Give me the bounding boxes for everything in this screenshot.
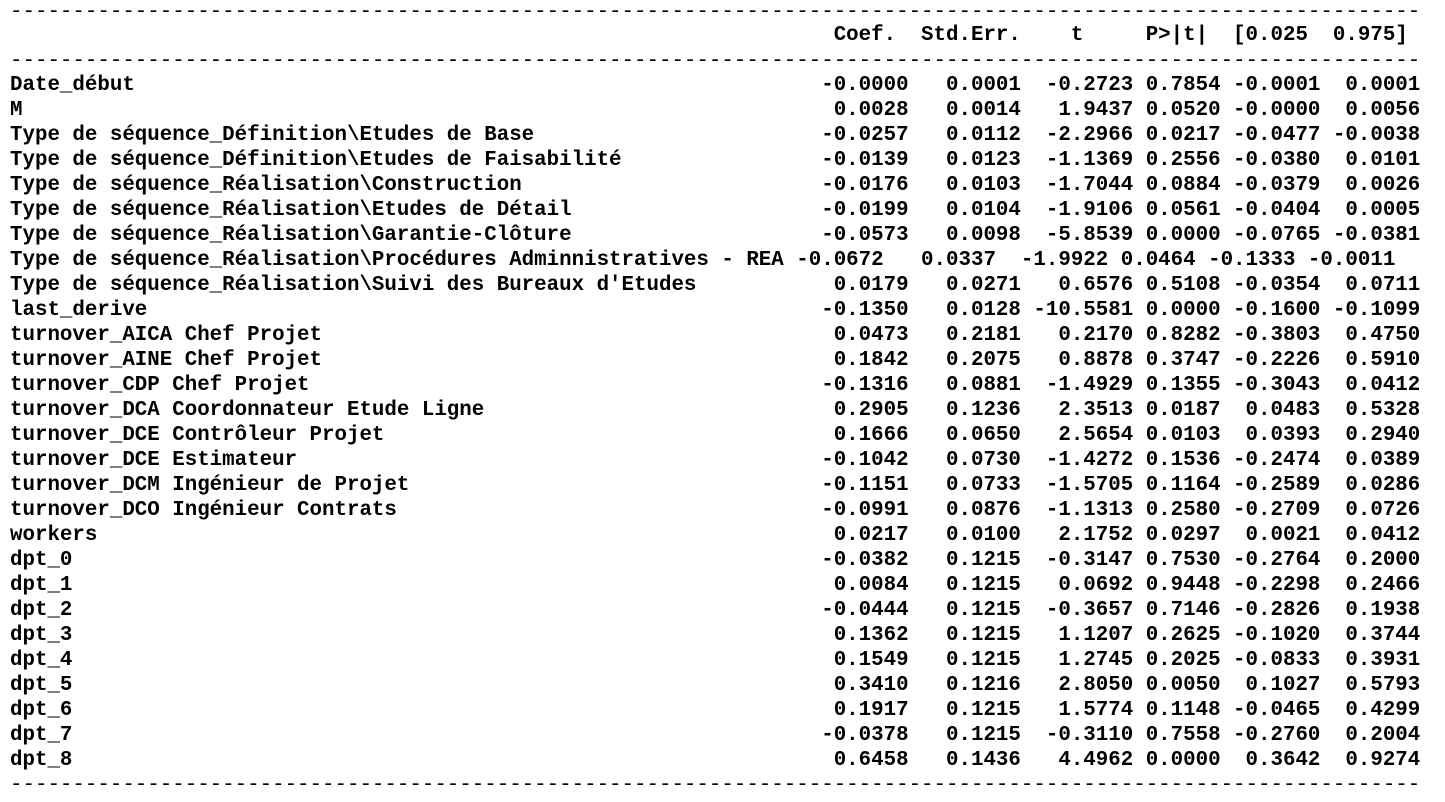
table-row: workers 0.0217 0.0100 2.1752 0.0297 0.00… bbox=[10, 524, 1421, 547]
table-row: turnover_DCA Coordonnateur Etude Ligne 0… bbox=[10, 399, 1421, 422]
table-row: dpt_1 0.0084 0.1215 0.0692 0.9448 -0.229… bbox=[10, 574, 1421, 597]
table-row: dpt_4 0.1549 0.1215 1.2745 0.2025 -0.083… bbox=[10, 649, 1421, 672]
table-row: Type de séquence_Définition\Etudes de Ba… bbox=[10, 124, 1421, 147]
table-row: Type de séquence_Définition\Etudes de Fa… bbox=[10, 149, 1421, 172]
table-row: Type de séquence_Réalisation\Garantie-Cl… bbox=[10, 224, 1421, 247]
header-separator: ----------------------------------------… bbox=[10, 50, 1418, 73]
table-row: Type de séquence_Réalisation\Procédures … bbox=[10, 249, 1396, 272]
table-row: turnover_AICA Chef Projet 0.0473 0.2181 … bbox=[10, 324, 1421, 347]
table-row: Type de séquence_Réalisation\Constructio… bbox=[10, 174, 1421, 197]
table-row: turnover_DCE Estimateur -0.1042 0.0730 -… bbox=[10, 449, 1421, 472]
table-row: dpt_8 0.6458 0.1436 4.4962 0.0000 0.3642… bbox=[10, 749, 1421, 772]
table-row: last_derive -0.1350 0.0128 -10.5581 0.00… bbox=[10, 299, 1421, 322]
table-row: dpt_7 -0.0378 0.1215 -0.3110 0.7558 -0.2… bbox=[10, 724, 1421, 747]
table-row: turnover_DCM Ingénieur de Projet -0.1151… bbox=[10, 474, 1421, 497]
table-row: dpt_5 0.3410 0.1216 2.8050 0.0050 0.1027… bbox=[10, 674, 1421, 697]
table-row: Date_début -0.0000 0.0001 -0.2723 0.7854… bbox=[10, 74, 1421, 97]
table-row: dpt_0 -0.0382 0.1215 -0.3147 0.7530 -0.2… bbox=[10, 549, 1421, 572]
table-row: Type de séquence_Réalisation\Etudes de D… bbox=[10, 199, 1421, 222]
table-row: turnover_DCE Contrôleur Projet 0.1666 0.… bbox=[10, 424, 1421, 447]
table-row: turnover_DCO Ingénieur Contrats -0.0991 … bbox=[10, 499, 1421, 522]
table-row: turnover_CDP Chef Projet -0.1316 0.0881 … bbox=[10, 374, 1421, 397]
table-header: Coef. Std.Err. t P>|t| [0.025 0.975] bbox=[10, 24, 1408, 47]
table-row: dpt_6 0.1917 0.1215 1.5774 0.1148 -0.046… bbox=[10, 699, 1421, 722]
table-row: M 0.0028 0.0014 1.9437 0.0520 -0.0000 0.… bbox=[10, 99, 1421, 122]
table-row: dpt_3 0.1362 0.1215 1.1207 0.2625 -0.102… bbox=[10, 624, 1421, 647]
table-row: dpt_2 -0.0444 0.1215 -0.3657 0.7146 -0.2… bbox=[10, 599, 1421, 622]
top-separator: ----------------------------------------… bbox=[10, 1, 1418, 24]
bottom-separator: ----------------------------------------… bbox=[10, 774, 1418, 797]
table-row: turnover_AINE Chef Projet 0.1842 0.2075 … bbox=[10, 349, 1421, 372]
table-row: Type de séquence_Réalisation\Suivi des B… bbox=[10, 274, 1421, 297]
